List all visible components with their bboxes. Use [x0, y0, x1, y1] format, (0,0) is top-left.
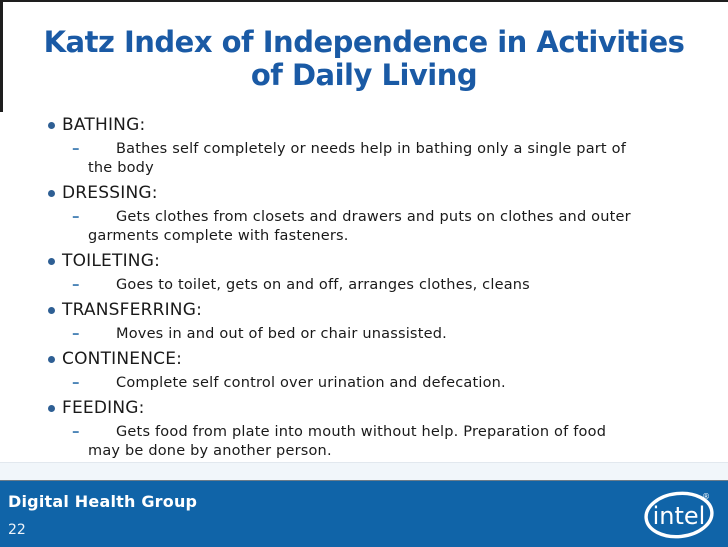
bullet-dot-icon — [48, 307, 55, 314]
list-item-head: BATHING: — [0, 114, 728, 136]
item-description: – Bathes self completely or needs help i… — [72, 139, 718, 178]
dash-bullet-icon: – — [72, 422, 80, 440]
item-description: – Gets food from plate into mouth withou… — [72, 422, 718, 461]
bullet-dot-icon — [48, 258, 55, 265]
description-line-1: Complete self control over urination and… — [116, 375, 506, 391]
item-label: CONTINENCE: — [62, 349, 183, 369]
dash-bullet-icon: – — [72, 139, 80, 157]
description-line-1: Gets clothes from closets and drawers an… — [116, 209, 631, 225]
dash-bullet-icon: – — [72, 275, 80, 293]
intel-logo-text: intel — [653, 502, 706, 530]
bullet-dot-icon — [48, 122, 55, 129]
description-line-1: Goes to toilet, gets on and off, arrange… — [116, 277, 530, 293]
item-description: – Moves in and out of bed or chair unass… — [72, 324, 718, 344]
registered-trademark-icon: ® — [702, 492, 710, 501]
footer-bar: Digital Health Group 22 intel ® — [0, 480, 728, 547]
list-item: BATHING: – Bathes self completely or nee… — [0, 114, 728, 178]
slide-top-edge — [0, 0, 728, 2]
item-description: – Complete self control over urination a… — [72, 373, 718, 393]
slide-left-edge — [0, 0, 3, 112]
footer-top-strip — [0, 462, 728, 481]
intel-logo-icon: intel ® — [644, 491, 714, 539]
title-line-1: Katz Index of Independence in Activities — [43, 25, 685, 59]
bullet-list: BATHING: – Bathes self completely or nee… — [0, 114, 728, 465]
list-item-head: FEEDING: — [0, 397, 728, 419]
item-description: – Gets clothes from closets and drawers … — [72, 207, 718, 246]
dash-bullet-icon: – — [72, 207, 80, 225]
item-label: DRESSING: — [62, 183, 158, 203]
footer-group-name: Digital Health Group — [8, 492, 198, 511]
list-item: CONTINENCE: – Complete self control over… — [0, 348, 728, 393]
item-label: TOILETING: — [62, 251, 161, 271]
list-item-head: DRESSING: — [0, 182, 728, 204]
item-label: TRANSFERRING: — [62, 300, 203, 320]
item-label: BATHING: — [62, 115, 146, 135]
description-line-2: garments complete with fasteners. — [88, 228, 349, 244]
description-line-2: may be done by another person. — [88, 443, 332, 459]
dash-bullet-icon: – — [72, 324, 80, 342]
description-line-1: Moves in and out of bed or chair unassis… — [116, 326, 447, 342]
description-line-1: Gets food from plate into mouth without … — [116, 424, 607, 440]
slide-title: Katz Index of Independence in Activities… — [14, 26, 714, 92]
list-item: TRANSFERRING: – Moves in and out of bed … — [0, 299, 728, 344]
list-item: DRESSING: – Gets clothes from closets an… — [0, 182, 728, 246]
bullet-dot-icon — [48, 405, 55, 412]
bullet-dot-icon — [48, 356, 55, 363]
bullet-dot-icon — [48, 190, 55, 197]
title-line-2: of Daily Living — [250, 58, 478, 92]
list-item: TOILETING: – Goes to toilet, gets on and… — [0, 250, 728, 295]
description-line-2: the body — [88, 160, 154, 176]
list-item: FEEDING: – Gets food from plate into mou… — [0, 397, 728, 461]
item-description: – Goes to toilet, gets on and off, arran… — [72, 275, 718, 295]
slide-number: 22 — [8, 522, 26, 538]
dash-bullet-icon: – — [72, 373, 80, 391]
list-item-head: TRANSFERRING: — [0, 299, 728, 321]
list-item-head: TOILETING: — [0, 250, 728, 272]
item-label: FEEDING: — [62, 398, 145, 418]
list-item-head: CONTINENCE: — [0, 348, 728, 370]
description-line-1: Bathes self completely or needs help in … — [116, 141, 627, 157]
